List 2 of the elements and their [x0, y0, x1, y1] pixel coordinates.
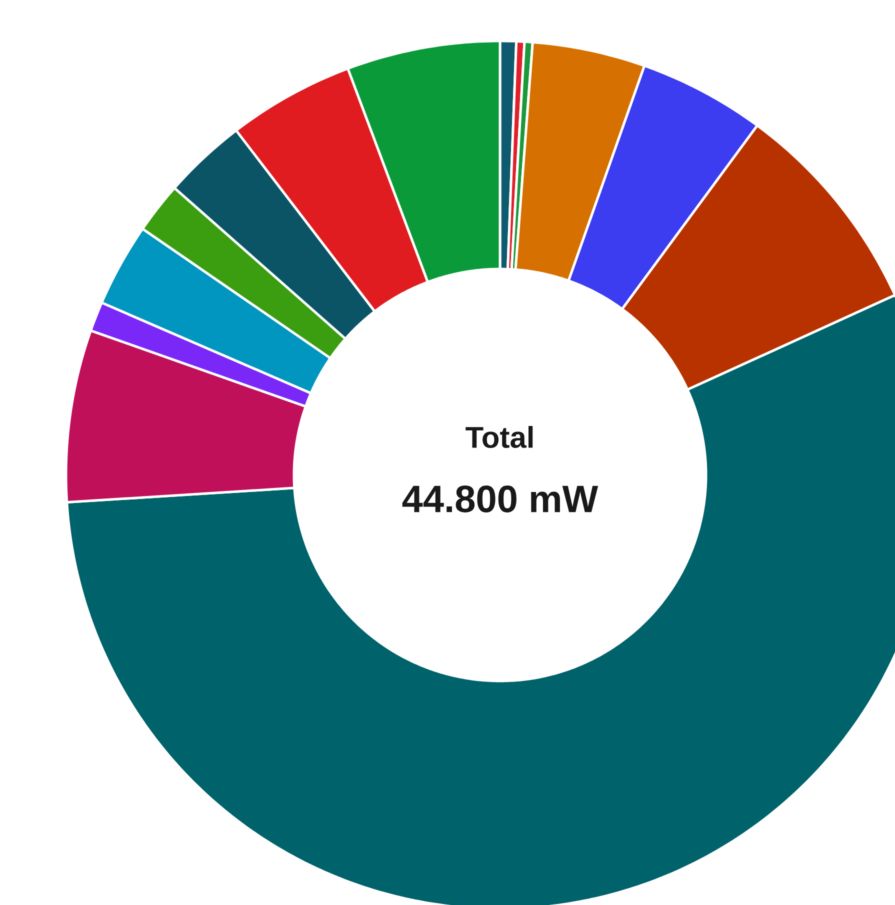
text: 44.800 mW: [402, 486, 598, 512]
text: Total: [466, 426, 533, 448]
